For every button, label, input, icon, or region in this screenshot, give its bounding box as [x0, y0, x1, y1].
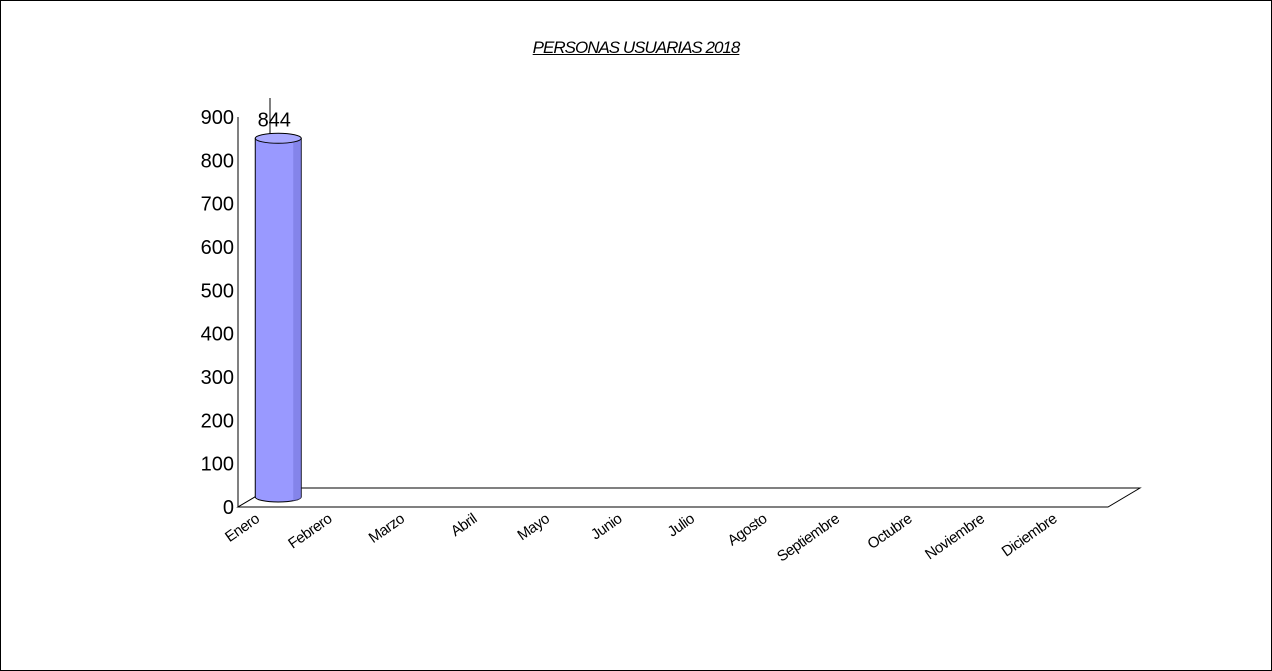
x-tick-label: Mayo: [514, 510, 552, 544]
x-tick-label: Agosto: [724, 510, 770, 549]
y-tick-label: 0: [223, 497, 234, 519]
x-tick-label: Abril: [448, 510, 480, 540]
y-tick-label: 100: [201, 454, 234, 476]
bar-top: [254, 132, 302, 144]
x-tick-label: Diciembre: [999, 510, 1060, 560]
x-tick-label: Febrero: [285, 510, 335, 552]
y-tick-label: 200: [201, 410, 234, 432]
x-tick-label: Junio: [588, 510, 625, 543]
y-tick-label: 600: [201, 237, 234, 259]
chart-title: PERSONAS USUARIAS 2018: [532, 38, 741, 57]
floor-plane: [236, 487, 1142, 508]
y-tick-label: 500: [201, 280, 234, 302]
y-tick-label: 900: [201, 107, 234, 129]
y-tick-label: 400: [201, 324, 234, 346]
y-tick-label: 300: [201, 367, 234, 389]
y-tick-label: 700: [201, 194, 234, 216]
x-tick-label: Marzo: [366, 510, 408, 546]
x-tick-label: Julio: [665, 510, 698, 540]
y-tick-label: 800: [201, 150, 234, 172]
x-tick-label: Septiembre: [774, 510, 843, 565]
x-tick-label: Noviembre: [922, 510, 988, 563]
bar-shade: [293, 138, 302, 501]
data-label: 844: [258, 109, 291, 131]
x-tick-label: Octubre: [864, 510, 915, 553]
